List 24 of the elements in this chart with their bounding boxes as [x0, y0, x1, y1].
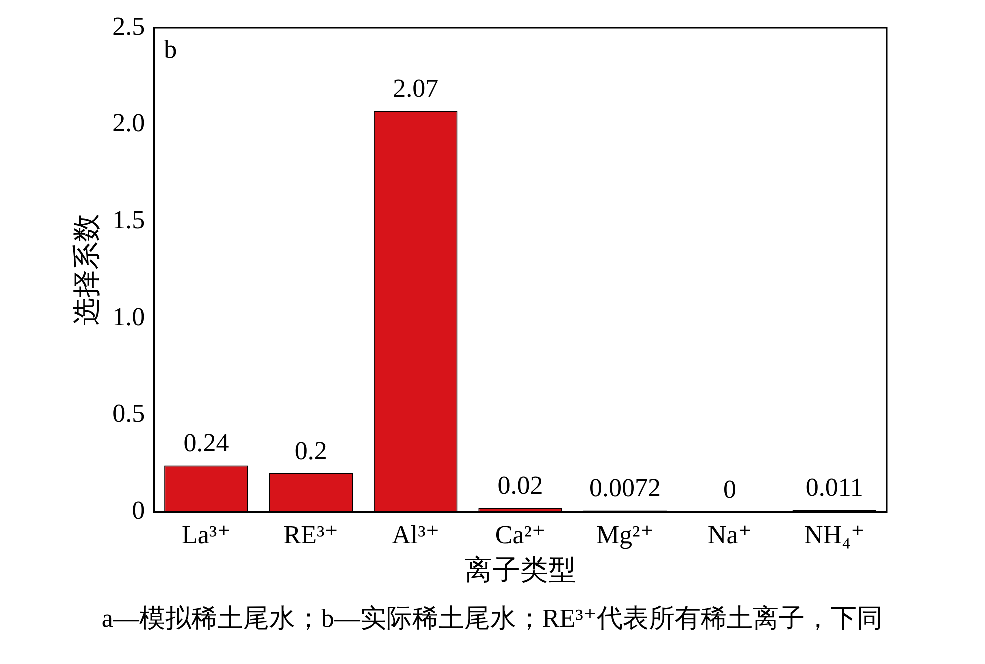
- y-tick-label: 1.0: [112, 302, 146, 332]
- data-label: 0.24: [184, 428, 230, 458]
- data-label: 0.0072: [590, 474, 661, 503]
- y-tick-label: 2.5: [112, 12, 146, 41]
- y-tick-label: 0: [132, 496, 146, 526]
- x-tick-label: Al³⁺: [392, 520, 440, 550]
- y-tick-label: 1.5: [112, 206, 146, 235]
- data-label: 0.011: [806, 472, 864, 502]
- x-tick-label: RE³⁺: [284, 520, 339, 550]
- annotation: b: [164, 34, 178, 64]
- data-label: 2.07: [393, 74, 439, 104]
- x-tick-label: NH₄⁺: [804, 520, 865, 550]
- data-label: 0: [723, 475, 736, 504]
- data-label: 0.02: [498, 471, 544, 500]
- y-axis-title: 选择系数: [72, 214, 104, 326]
- x-axis-title: 离子类型: [464, 556, 577, 587]
- y-tick-label: 2.0: [112, 108, 146, 138]
- data-label: 0.2: [294, 436, 328, 466]
- x-tick-label: Mg²⁺: [596, 520, 654, 550]
- x-tick-label: Na⁺: [708, 520, 752, 550]
- x-tick-label: Ca²⁺: [495, 520, 546, 550]
- text: a—模拟稀土尾水；b—实际稀土尾水；RE³⁺代表所有稀土离子，下同: [100, 603, 884, 635]
- x-tick-label: La³⁺: [182, 520, 231, 550]
- y-tick-label: 0.5: [112, 399, 146, 428]
